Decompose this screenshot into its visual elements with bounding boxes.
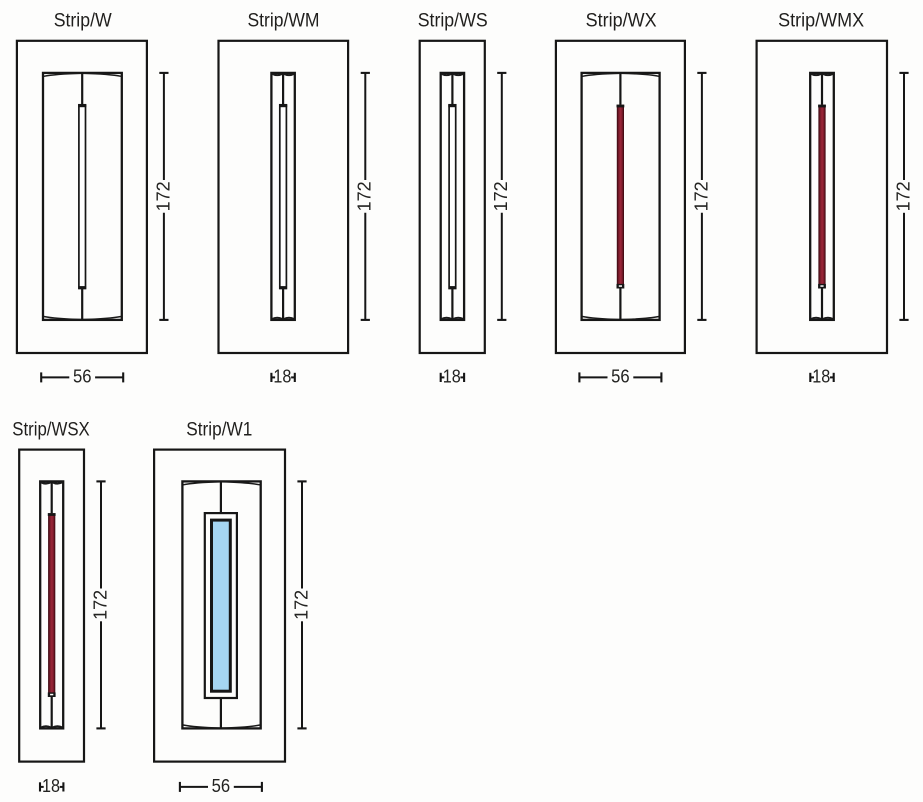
svg-text:Strip/WM: Strip/WM — [248, 10, 320, 32]
svg-text:18: 18 — [443, 365, 461, 386]
svg-text:172: 172 — [290, 590, 311, 620]
svg-text:Strip/WSX: Strip/WSX — [12, 419, 90, 441]
svg-text:172: 172 — [690, 181, 711, 211]
svg-text:172: 172 — [354, 181, 375, 211]
svg-text:172: 172 — [892, 181, 913, 211]
svg-text:56: 56 — [212, 775, 231, 796]
svg-text:Strip/WS: Strip/WS — [418, 10, 488, 32]
svg-text:Strip/W: Strip/W — [54, 10, 113, 32]
svg-text:Strip/WMX: Strip/WMX — [778, 10, 864, 32]
svg-text:Strip/W1: Strip/W1 — [186, 419, 252, 441]
svg-text:18: 18 — [273, 365, 291, 386]
svg-text:56: 56 — [611, 365, 630, 386]
svg-text:Strip/WX: Strip/WX — [586, 10, 657, 32]
svg-text:18: 18 — [812, 365, 830, 386]
svg-text:18: 18 — [42, 775, 60, 796]
svg-text:56: 56 — [73, 365, 92, 386]
svg-text:172: 172 — [490, 181, 511, 211]
svg-text:172: 172 — [89, 590, 110, 620]
svg-text:172: 172 — [152, 181, 173, 211]
